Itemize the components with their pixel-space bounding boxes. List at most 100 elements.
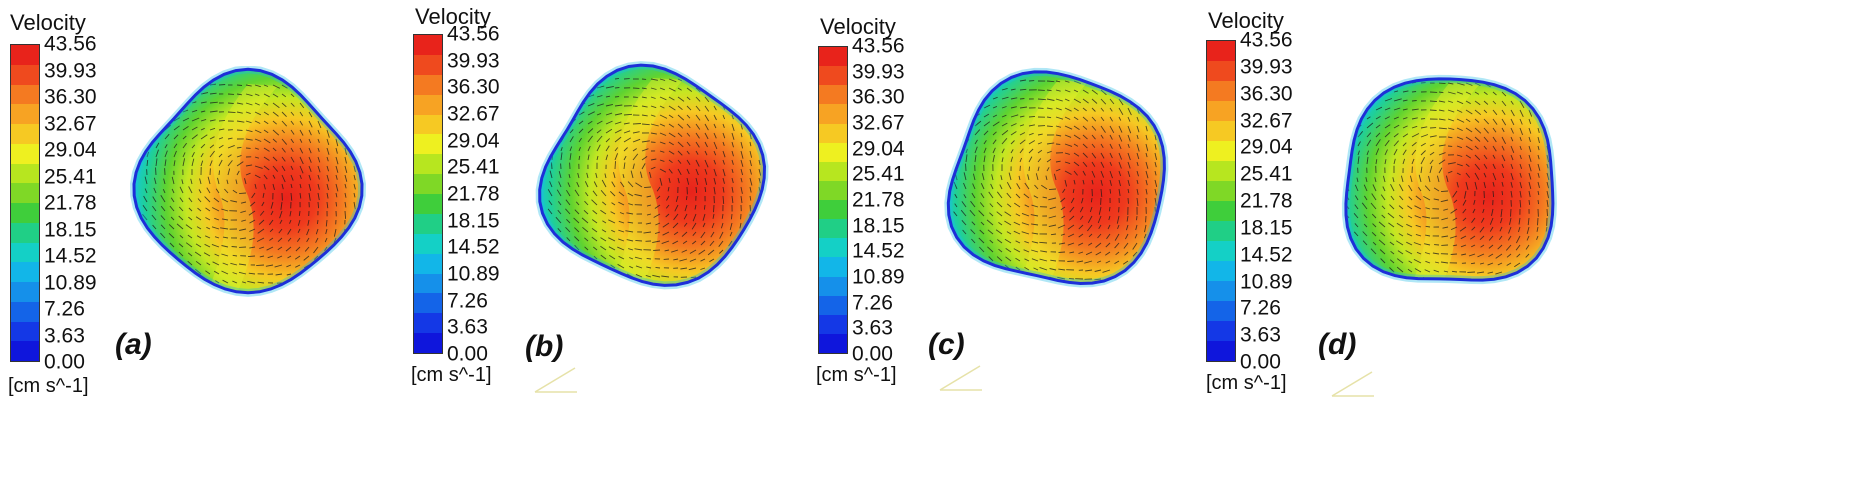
colorbar-segment [819,219,847,239]
legend-unit: [cm s^-1] [8,375,89,397]
velocity-field-b [535,61,769,290]
colorbar-tick-label: 39.93 [1240,55,1293,79]
colorbar-segment [819,85,847,105]
colorbar-segment [414,293,442,314]
colorbar-segment [819,257,847,277]
velocity-colorbar [413,34,443,354]
colorbar-segment [11,183,39,203]
colorbar-tick-label: 18.15 [852,214,905,238]
colorbar-tick-label: 25.41 [44,165,97,188]
colorbar-tick-label: 18.15 [1240,216,1293,240]
colorbar-segment [414,253,442,274]
colorbar-tick-label: 18.15 [44,218,97,241]
colorbar-segment [1207,161,1235,181]
colorbar-segment [819,123,847,143]
colorbar-tick-label: 36.30 [447,75,500,99]
colorbar-tick-label: 7.26 [852,291,893,315]
axis-triad [1331,371,1374,397]
colorbar-segment [414,94,442,115]
colorbar-segment [1207,181,1235,201]
colorbar-segment [819,333,847,353]
colorbar-tick-label: 10.89 [1240,270,1293,293]
colorbar-tick-label: 25.41 [447,155,500,179]
colorbar-tick-label: 29.04 [44,138,97,162]
legend-unit: [cm s^-1] [816,364,897,386]
colorbar-segment [1207,61,1235,81]
colorbar-segment [414,333,442,353]
colorbar-segment [414,114,442,135]
colorbar-tick-label: 21.78 [447,182,500,206]
colorbar-tick-label: 0.00 [1240,350,1281,374]
colorbar-segment [414,35,442,55]
colorbar-tick-label: 10.89 [44,271,97,294]
colorbar-segment [819,295,847,315]
colorbar-tick-label: 7.26 [44,297,85,321]
colorbar-segment [819,47,847,67]
colorbar-tick-label: 7.26 [1240,296,1281,320]
colorbar-segment [819,238,847,258]
colorbar-segment [11,64,39,85]
colorbar-tick-label: 10.89 [447,262,500,286]
colorbar-segment [11,104,39,124]
colorbar-segment [414,213,442,234]
velocity-field-d [1341,74,1557,285]
colorbar-segment [819,104,847,124]
colorbar-segment [414,273,442,294]
colorbar-segment [11,84,39,105]
legend-title: Velocity [10,10,86,35]
colorbar-tick-label: 3.63 [44,324,85,347]
colorbar-segment [11,282,39,302]
colorbar-tick-label: 32.67 [447,102,500,126]
colorbar-tick-label: 43.56 [44,32,97,56]
colorbar-segment [414,233,442,254]
colorbar-tick-label: 36.30 [44,85,97,109]
colorbar-tick-label: 3.63 [447,315,488,339]
colorbar-segment [1207,301,1235,321]
colorbar-segment [11,203,39,223]
colorbar-segment [1207,321,1235,341]
colorbar-segment [1207,81,1235,101]
colorbar-segment [1207,341,1235,361]
colorbar-tick-label: 21.78 [852,188,905,212]
colorbar-ticks: 43.56 39.93 36.30 32.67 29.04 25.41 21.78 18.15… [44,34,154,373]
colorbar-segment [819,200,847,220]
colorbar-tick-label: 29.04 [1240,135,1293,159]
colorbar-segment [1207,281,1235,301]
colorbar-tick-label: 14.52 [852,239,905,263]
panel-d: Velocity 43.56 39.93 36.30 32.67 29.04 25.41 2… [1200,0,1669,484]
colorbar-segment [414,54,442,75]
colorbar-segment [11,45,39,65]
colorbar-tick-label: 18.15 [447,209,500,233]
axis-triad [939,365,982,391]
colorbar-segment [1207,261,1235,281]
colorbar-segment [11,124,39,144]
colorbar-segment [414,174,442,194]
panel-a: Velocity 43.56 39.93 36.30 32.67 29.04 25.41 2… [0,0,460,484]
colorbar-tick-label: 14.52 [1240,243,1293,267]
colorbar-tick-label: 7.26 [447,289,488,313]
colorbar-tick-label: 36.30 [852,85,905,109]
panel-c: Velocity 43.56 39.93 36.30 32.67 29.04 25.41 2… [810,0,1270,484]
legend-title: Velocity [820,14,896,39]
colorbar-tick-label: 32.67 [852,111,905,135]
colorbar-segment [819,142,847,162]
colorbar-segment [1207,221,1235,241]
panel-label: (c) [928,328,965,361]
colorbar-tick-label: 29.04 [447,129,500,153]
colorbar-segment [11,341,39,361]
legend-title: Velocity [415,4,491,29]
colorbar-tick-label: 0.00 [447,342,488,366]
colorbar-tick-label: 32.67 [1240,109,1293,132]
colorbar-segment [819,276,847,296]
colorbar-segment [1207,101,1235,121]
velocity-field-c [944,67,1169,288]
colorbar-segment [11,222,39,243]
colorbar-segment [819,161,847,181]
colorbar-tick-label: 14.52 [447,235,500,259]
panel-b: Velocity 43.56 39.93 36.30 32.67 29.04 25.41 2… [405,0,865,484]
velocity-field-a [129,66,367,297]
colorbar-tick-label: 14.52 [44,244,97,268]
legend-unit: [cm s^-1] [1206,372,1287,394]
colorbar-tick-label: 21.78 [44,191,97,215]
colorbar-tick-label: 39.93 [447,49,500,73]
